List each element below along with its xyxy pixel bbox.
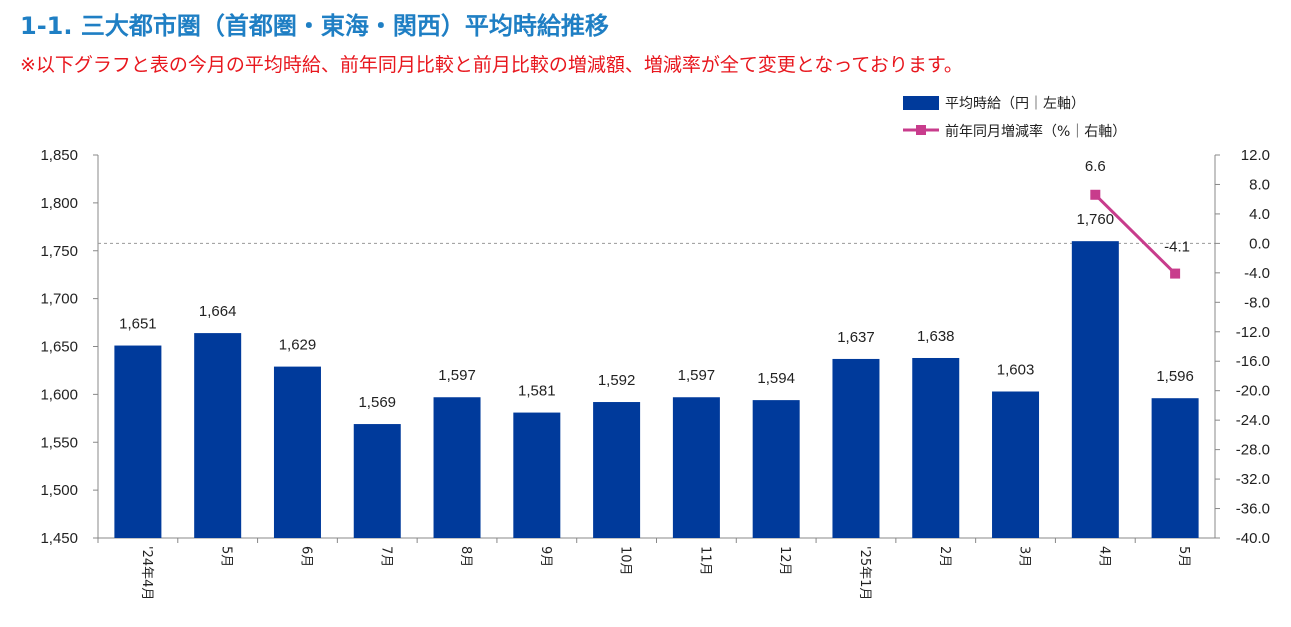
rate-value-label: 6.6 — [1085, 158, 1106, 175]
right-tick-label: 8.0 — [1249, 176, 1270, 193]
right-tick-label: -40.0 — [1236, 530, 1270, 547]
category-label: 12月 — [777, 546, 792, 576]
bar — [912, 357, 960, 538]
chart-note: ※以下グラフと表の今月の平均時給、前年同月比較と前月比較の増減額、増減率が全て変… — [20, 54, 963, 76]
bar-value-label: 1,760 — [1077, 211, 1115, 228]
left-tick-label: 1,650 — [40, 339, 78, 356]
category-label: 7月 — [378, 546, 393, 567]
bar-value-label: 1,594 — [757, 370, 795, 387]
category-label: '25年1月 — [857, 546, 872, 600]
left-tick-label: 1,500 — [40, 482, 78, 499]
category-label: 11月 — [697, 546, 712, 576]
bar — [832, 358, 880, 538]
category-label: 9月 — [538, 546, 553, 567]
bar-value-label: 1,603 — [997, 362, 1035, 379]
rate-marker — [1090, 189, 1101, 200]
bar-value-label: 1,569 — [358, 394, 396, 411]
bar-value-label: 1,638 — [917, 328, 955, 345]
bar — [752, 400, 800, 538]
category-label: 3月 — [1017, 546, 1032, 567]
left-tick-label: 1,800 — [40, 195, 78, 212]
rate-marker — [1170, 268, 1181, 279]
category-label: 5月 — [1176, 546, 1191, 567]
category-label: '24年4月 — [139, 546, 154, 600]
left-tick-label: 1,750 — [40, 243, 78, 260]
right-tick-label: -32.0 — [1236, 471, 1270, 488]
bar — [433, 397, 481, 538]
legend-line-marker — [916, 125, 926, 135]
left-tick-label: 1,850 — [40, 147, 78, 164]
right-tick-label: 0.0 — [1249, 235, 1270, 252]
right-tick-label: 4.0 — [1249, 206, 1270, 223]
right-tick-label: -16.0 — [1236, 353, 1270, 370]
category-label: 5月 — [219, 546, 234, 567]
rate-value-label: -4.1 — [1164, 239, 1190, 256]
bar-value-label: 1,592 — [598, 372, 636, 389]
legend-bar-label: 平均時給（円｜左軸） — [945, 96, 1085, 112]
bar — [593, 402, 641, 538]
category-label: 6月 — [298, 546, 313, 567]
right-tick-label: -4.0 — [1244, 265, 1270, 282]
bar — [273, 366, 321, 538]
left-tick-label: 1,550 — [40, 434, 78, 451]
right-tick-label: -24.0 — [1236, 412, 1270, 429]
bar — [353, 424, 401, 538]
right-tick-label: -12.0 — [1236, 324, 1270, 341]
bar — [194, 333, 242, 538]
rate-line — [1094, 193, 1177, 275]
right-tick-label: -8.0 — [1244, 294, 1270, 311]
bar-value-label: 1,651 — [119, 316, 157, 333]
bar-value-label: 1,597 — [678, 367, 716, 384]
bar-value-label: 1,596 — [1156, 368, 1194, 385]
left-tick-label: 1,700 — [40, 291, 78, 308]
bar — [672, 397, 720, 538]
right-tick-label: -20.0 — [1236, 383, 1270, 400]
bar — [114, 345, 162, 538]
category-label: 2月 — [937, 546, 952, 567]
bar-value-label: 1,664 — [199, 303, 237, 320]
category-label: 8月 — [458, 546, 473, 567]
bar — [992, 391, 1040, 538]
chart-title: 1-1. 三大都市圏（首都圏・東海・関西）平均時給推移 — [20, 12, 609, 40]
left-tick-label: 1,450 — [40, 530, 78, 547]
bar-value-label: 1,629 — [279, 337, 317, 354]
bar — [1071, 241, 1119, 539]
bar-value-label: 1,597 — [438, 367, 476, 384]
category-label: 10月 — [618, 546, 633, 576]
category-label: 4月 — [1096, 546, 1111, 567]
legend-bar-swatch — [903, 96, 939, 110]
left-tick-label: 1,600 — [40, 386, 78, 403]
right-tick-label: -28.0 — [1236, 442, 1270, 459]
bar-value-label: 1,637 — [837, 329, 875, 346]
legend-line-label: 前年同月増減率（%｜右軸） — [945, 123, 1126, 140]
bar — [1151, 398, 1199, 538]
bar-value-label: 1,581 — [518, 383, 556, 400]
bar — [513, 412, 561, 538]
right-tick-label: -36.0 — [1236, 501, 1270, 518]
right-tick-label: 12.0 — [1241, 147, 1270, 164]
